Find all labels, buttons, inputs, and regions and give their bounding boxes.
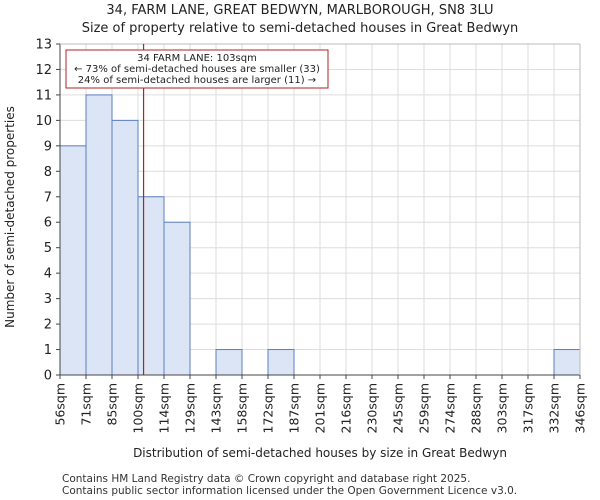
bars-layer: [59, 94, 581, 376]
x-tick-label: 129sqm: [183, 383, 198, 433]
x-tick-label: 143sqm: [209, 383, 224, 433]
x-tick-label: 216sqm: [339, 383, 354, 433]
x-tick-label: 346sqm: [573, 383, 588, 433]
annotation-line-3: 24% of semi-detached houses are larger (…: [78, 75, 316, 86]
annotation-box: [65, 49, 329, 89]
y-tick-label: 6: [44, 216, 52, 231]
y-tick-label: 5: [44, 241, 52, 256]
y-tick-label: 13: [35, 38, 52, 53]
x-tick-label: 187sqm: [287, 383, 302, 433]
x-tick-label: 288sqm: [469, 383, 484, 433]
y-tick-label: 11: [35, 88, 52, 103]
y-axis-label: Number of semi-detached properties: [3, 106, 17, 328]
y-tick-label: 3: [44, 292, 52, 307]
x-tick-label: 158sqm: [235, 383, 250, 433]
y-tick-label: 8: [44, 165, 52, 180]
bar-332sqm: [553, 349, 581, 376]
chart-subtitle: Size of property relative to semi-detach…: [81, 21, 519, 36]
footer-copyright: Contains HM Land Registry data © Crown c…: [62, 473, 471, 485]
y-tick-label: 12: [35, 63, 52, 78]
x-tick-label: 100sqm: [131, 383, 146, 433]
footer-licence: Contains public sector information licen…: [62, 485, 518, 497]
y-tick-label: 1: [44, 343, 52, 358]
bar-71sqm: [85, 94, 113, 376]
bar-172sqm: [267, 349, 295, 376]
bar-56sqm: [59, 145, 87, 376]
y-tick-label: 9: [44, 139, 52, 154]
x-tick-label: 201sqm: [313, 383, 328, 433]
x-tick-label: 332sqm: [547, 383, 562, 433]
y-tick-label: 10: [35, 114, 52, 129]
x-tick-label: 245sqm: [391, 383, 406, 433]
x-tick-label: 317sqm: [521, 383, 536, 433]
x-tick-label: 259sqm: [417, 383, 432, 433]
y-tick-label: 4: [44, 267, 52, 282]
x-tick-label: 56sqm: [53, 383, 68, 426]
y-tick-label: 0: [44, 369, 52, 384]
x-tick-label: 71sqm: [79, 383, 94, 426]
bar-100sqm: [137, 196, 165, 376]
bar-85sqm: [111, 119, 139, 376]
x-tick-label: 172sqm: [261, 383, 276, 433]
y-tick-label: 7: [44, 190, 52, 205]
annotation-line-1: 34 FARM LANE: 103sqm: [137, 53, 257, 64]
x-tick-label: 230sqm: [365, 383, 380, 433]
annotation-line-2: ← 73% of semi-detached houses are smalle…: [74, 64, 320, 75]
bar-143sqm: [215, 349, 243, 376]
bar-114sqm: [163, 221, 191, 376]
y-tick-label: 2: [44, 318, 52, 333]
chart-title-address: 34, FARM LANE, GREAT BEDWYN, MARLBOROUGH…: [106, 3, 494, 18]
x-tick-label: 274sqm: [443, 383, 458, 433]
x-tick-label: 114sqm: [157, 383, 172, 433]
x-tick-label: 303sqm: [495, 383, 510, 433]
x-axis-label: Distribution of semi-detached houses by …: [133, 446, 507, 460]
marker-layer: 34 FARM LANE: 103sqm← 73% of semi-detach…: [65, 44, 329, 375]
x-tick-label: 85sqm: [105, 383, 120, 426]
